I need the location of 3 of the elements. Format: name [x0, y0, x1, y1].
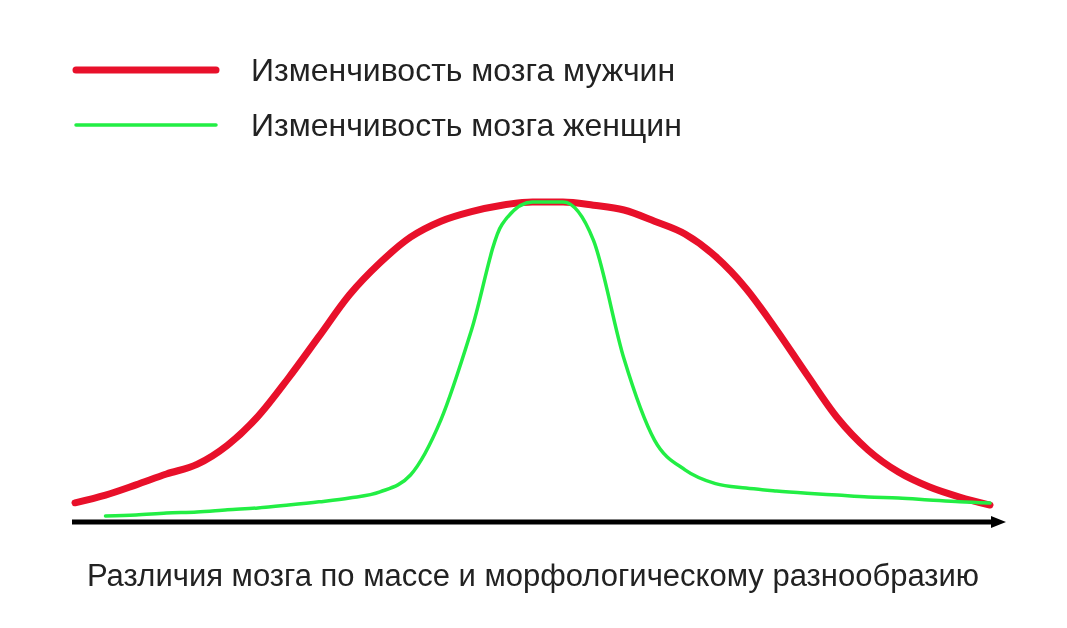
- legend-label: Изменчивость мозга женщин: [251, 107, 682, 143]
- x-axis-title: Различия мозга по массе и морфологическому разнообразию: [86, 558, 980, 593]
- legend-label: Изменчивость мозга мужчин: [251, 52, 676, 88]
